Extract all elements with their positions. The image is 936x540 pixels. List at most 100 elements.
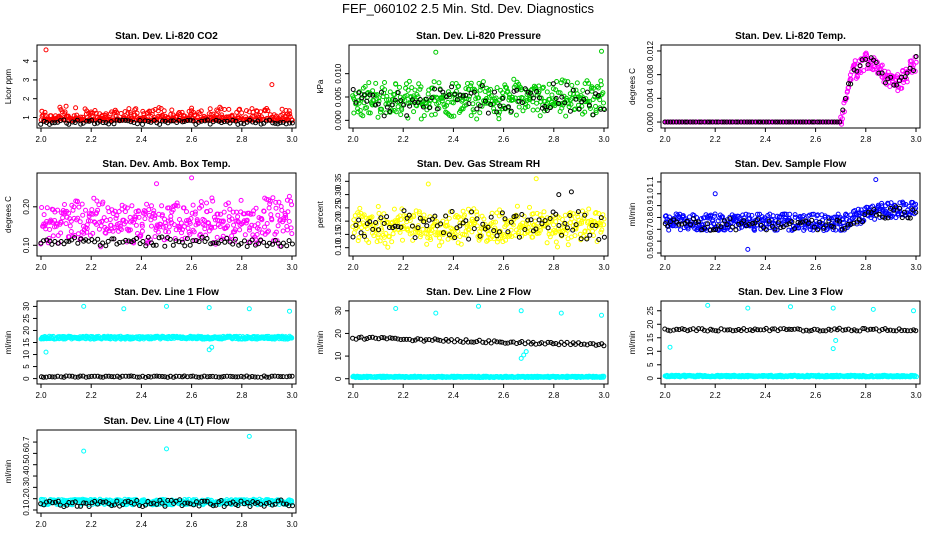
data-point <box>902 74 908 80</box>
series-2 <box>350 334 607 349</box>
y-tick-label: 0.7 <box>646 223 655 235</box>
data-point <box>70 119 75 125</box>
data-point <box>157 121 163 127</box>
data-point <box>38 374 44 380</box>
data-point <box>547 216 553 221</box>
data-point <box>373 227 378 233</box>
data-point <box>687 119 693 125</box>
data-point <box>496 229 502 235</box>
data-point <box>497 103 503 109</box>
data-point <box>143 243 149 249</box>
data-point <box>244 373 250 379</box>
data-point <box>496 109 502 115</box>
data-point <box>446 92 452 98</box>
data-point <box>522 86 528 92</box>
data-point <box>52 120 58 126</box>
data-point <box>72 374 78 380</box>
data-point <box>192 211 198 217</box>
data-point <box>103 111 109 117</box>
data-point <box>567 213 573 218</box>
data-point <box>536 89 542 95</box>
data-point <box>159 203 165 209</box>
data-point <box>530 95 536 101</box>
data-point <box>379 89 384 95</box>
data-point <box>181 373 187 379</box>
data-point <box>356 217 362 223</box>
data-point <box>601 100 606 106</box>
data-point <box>567 108 573 114</box>
data-point <box>366 80 372 86</box>
data-point <box>439 239 445 245</box>
y-tick-label: 0 <box>334 376 343 381</box>
data-point <box>820 225 826 231</box>
data-point <box>518 85 524 91</box>
data-point <box>225 200 231 206</box>
data-point <box>199 234 205 240</box>
data-point <box>485 110 491 116</box>
data-point <box>758 119 763 125</box>
data-point <box>111 374 117 380</box>
data-point <box>140 108 146 114</box>
data-point <box>797 119 803 125</box>
data-point <box>164 303 169 309</box>
x-tick-label: 3.0 <box>598 391 610 400</box>
data-point <box>568 101 574 107</box>
data-point <box>241 374 247 380</box>
data-point <box>522 104 528 110</box>
data-point <box>724 222 730 228</box>
data-point <box>266 228 271 234</box>
x-tick-label: 2.2 <box>398 135 410 144</box>
data-point <box>145 234 151 240</box>
data-point <box>736 221 742 227</box>
data-point <box>362 233 367 239</box>
data-point <box>133 214 139 220</box>
data-point <box>445 236 451 242</box>
y-axis-label: percent <box>316 200 325 227</box>
y-tick-label: 10 <box>646 346 655 355</box>
data-point <box>214 234 220 240</box>
data-point <box>745 305 751 311</box>
data-point <box>109 374 115 380</box>
data-point <box>244 244 250 249</box>
data-point <box>570 87 576 93</box>
data-point <box>579 103 585 109</box>
data-point <box>199 374 204 380</box>
x-tick-label: 2.8 <box>548 263 560 272</box>
data-point <box>278 243 284 249</box>
data-point <box>378 215 384 221</box>
data-point <box>196 239 202 245</box>
y-tick-label: 15 <box>646 333 655 342</box>
y-tick-label: 0.3 <box>22 481 31 493</box>
data-point <box>214 107 220 113</box>
data-point <box>219 120 224 126</box>
data-point <box>857 210 863 216</box>
y-tick-label: 3 <box>22 77 31 82</box>
data-point <box>373 220 379 225</box>
data-point <box>595 85 601 91</box>
data-point <box>880 207 886 213</box>
data-point <box>528 217 534 223</box>
data-point <box>204 200 209 206</box>
data-point <box>125 118 131 124</box>
data-point <box>715 223 721 229</box>
data-point <box>264 196 270 202</box>
data-point <box>463 218 469 224</box>
data-point <box>400 237 405 243</box>
data-point <box>216 118 222 124</box>
data-point <box>876 211 882 217</box>
data-point <box>77 219 83 225</box>
data-point <box>106 373 112 379</box>
y-tick-label: 0.35 <box>334 173 343 189</box>
x-tick-label: 3.0 <box>286 263 298 272</box>
y-tick-label: 0.008 <box>646 64 655 85</box>
data-point <box>463 86 469 92</box>
data-point <box>481 216 487 222</box>
data-point <box>460 93 466 99</box>
data-point <box>216 374 222 380</box>
data-point <box>492 89 497 95</box>
data-point <box>174 200 180 206</box>
data-point <box>458 241 464 247</box>
data-point <box>144 201 150 207</box>
y-tick-label: 1.1 <box>646 176 655 188</box>
data-point <box>598 78 604 84</box>
